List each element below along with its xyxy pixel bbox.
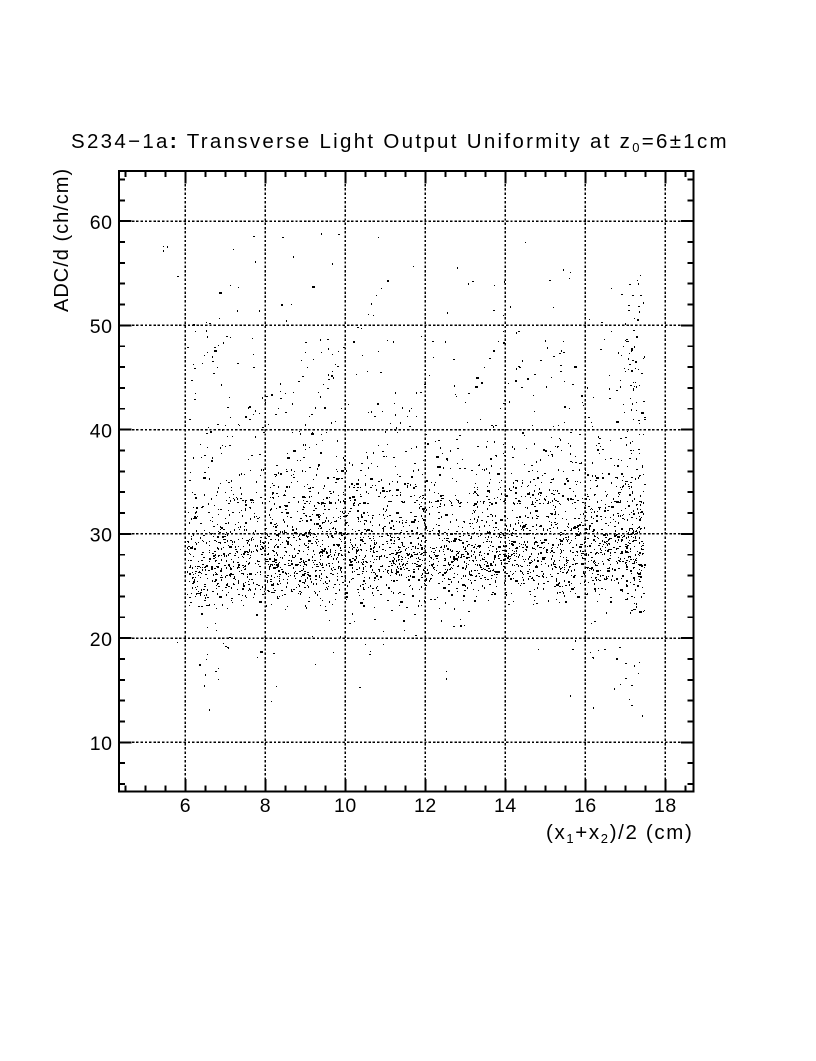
svg-text:10: 10 bbox=[90, 733, 113, 755]
svg-text:40: 40 bbox=[90, 420, 113, 442]
svg-text:14: 14 bbox=[494, 795, 517, 817]
svg-text:10: 10 bbox=[334, 795, 357, 817]
svg-text:8: 8 bbox=[260, 795, 271, 817]
svg-text:12: 12 bbox=[414, 795, 437, 817]
svg-text:18: 18 bbox=[654, 795, 677, 817]
svg-text:16: 16 bbox=[574, 795, 597, 817]
svg-text:50: 50 bbox=[90, 316, 113, 338]
svg-text:30: 30 bbox=[90, 525, 113, 547]
svg-text:20: 20 bbox=[90, 629, 113, 651]
svg-text:60: 60 bbox=[90, 212, 113, 234]
svg-text:6: 6 bbox=[180, 795, 191, 817]
svg-text:ADC/d (ch/cm): ADC/d (ch/cm) bbox=[51, 168, 73, 312]
svg-text:S234−1a: Transverse Light Outp: S234−1a: Transverse Light Output Uniform… bbox=[71, 130, 729, 155]
